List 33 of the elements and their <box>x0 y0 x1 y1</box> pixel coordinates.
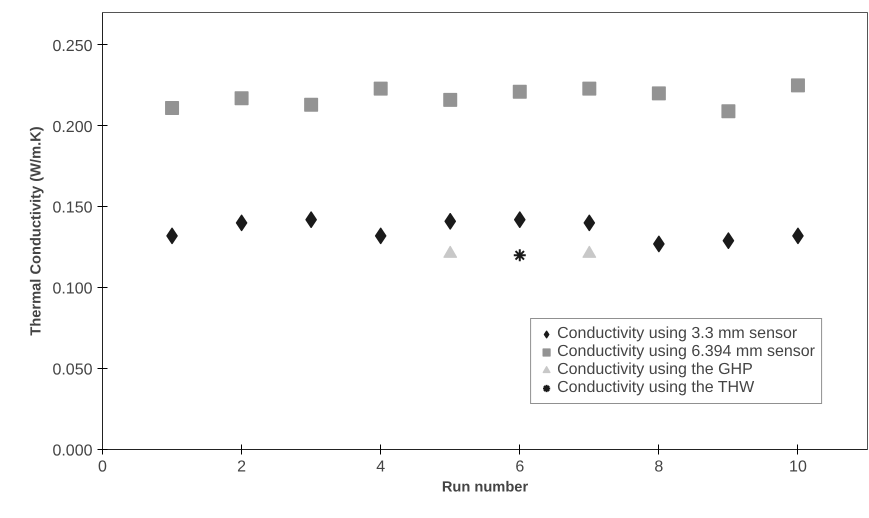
x-tick-label: 10 <box>789 458 807 476</box>
legend-label: Conductivity using 3.3 mm sensor <box>557 325 798 343</box>
y-tick-label: 0.250 <box>52 38 93 55</box>
x-tick-label: 2 <box>237 458 246 476</box>
y-tick-label: 0.050 <box>52 362 93 379</box>
legend-label: Conductivity using the GHP <box>557 361 753 379</box>
y-tick-label: 0.100 <box>52 280 93 298</box>
point <box>234 91 249 106</box>
point <box>512 84 527 99</box>
x-tick-label: 6 <box>515 458 524 476</box>
point <box>374 227 387 244</box>
x-axis-title: Run number <box>442 480 528 496</box>
x-tick-label: 8 <box>654 458 664 476</box>
point <box>652 86 666 100</box>
point <box>514 211 526 228</box>
y-tick-label: 0.200 <box>52 118 93 136</box>
legend-label: Conductivity using the THW <box>557 379 754 397</box>
point <box>790 78 805 92</box>
point <box>444 212 456 230</box>
y-axis-title: Thermal Conductivity (W/m.K) <box>28 126 44 336</box>
point <box>721 104 736 118</box>
point <box>374 82 388 96</box>
y-tick-label: 0.000 <box>52 442 93 460</box>
y-tick-label: 0.150 <box>52 200 93 217</box>
point <box>165 100 180 115</box>
point <box>304 98 318 112</box>
legend-label: Conductivity using 6.394 mm sensor <box>557 343 815 361</box>
point <box>583 214 596 232</box>
point <box>512 248 527 262</box>
x-tick-label: 0 <box>98 458 108 476</box>
x-tick-label: 4 <box>376 458 386 476</box>
point <box>443 92 458 107</box>
point <box>582 82 596 96</box>
